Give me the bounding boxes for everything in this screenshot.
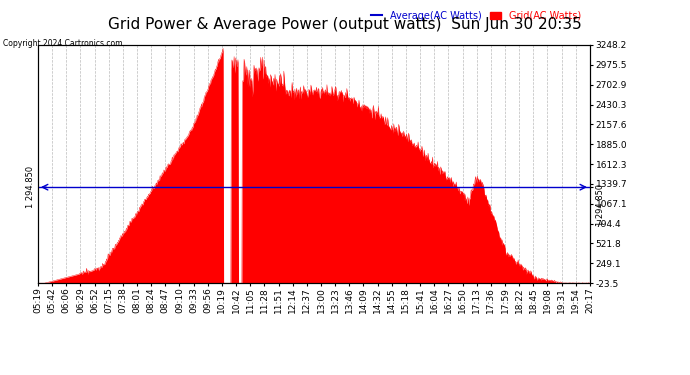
Legend: Average(AC Watts), Grid(AC Watts): Average(AC Watts), Grid(AC Watts) [366,7,585,25]
Text: Copyright 2024 Cartronics.com: Copyright 2024 Cartronics.com [3,39,123,48]
Text: Grid Power & Average Power (output watts)  Sun Jun 30 20:35: Grid Power & Average Power (output watts… [108,17,582,32]
